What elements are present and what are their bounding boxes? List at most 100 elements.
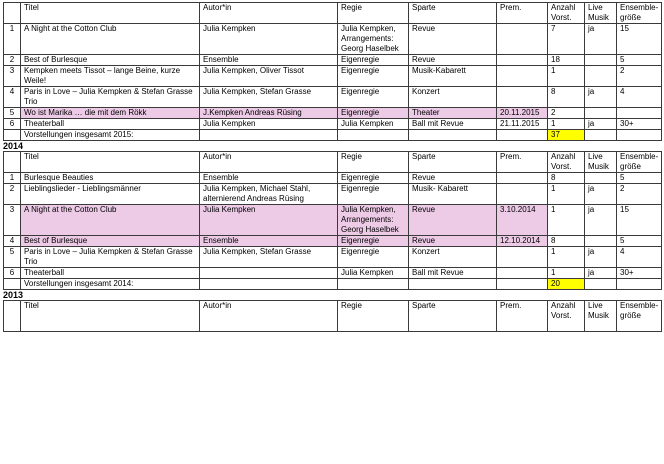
cell-live-musik: ja (584, 246, 617, 268)
cell-live-musik (584, 107, 617, 119)
section-2013: 2013 Titel Autor*in Regie Sparte Prem. Anzahl… (3, 290, 662, 332)
cell-autor-in (199, 129, 338, 141)
cell-anzahl-vorst: 8 (547, 172, 585, 184)
column-header-titel: Titel (20, 151, 200, 173)
cell-autor-in: Julia Kempken (199, 204, 338, 236)
cell-titel: A Night at the Cotton Club (20, 204, 200, 236)
table-row: 5 Wo ist Marika … die mit dem Rökk J.Kempk… (3, 107, 662, 119)
cell-col: 4 (3, 235, 21, 247)
cell-regie: Eigenregie (337, 246, 409, 268)
cell-live-musik (584, 129, 617, 141)
cell-sparte (408, 278, 497, 290)
column-header-live-musik: Live Musik (584, 300, 617, 332)
cell-col: 3 (3, 204, 21, 236)
cell-ensemble-größe (616, 129, 662, 141)
cell-prem (496, 246, 548, 268)
cell-titel: Paris in Love – Julia Kempken & Stefan G… (20, 246, 200, 268)
cell-autor-in: Julia Kempken (199, 23, 338, 55)
cell-prem (496, 129, 548, 141)
cell-anzahl-vorst: 37 (547, 129, 585, 141)
cell-col: 2 (3, 54, 21, 66)
cell-titel: Best of Burlesque (20, 54, 200, 66)
cell-anzahl-vorst: 1 (547, 183, 585, 205)
performances-table-2013: Titel Autor*in Regie Sparte Prem. Anzahl Vors… (3, 300, 662, 332)
cell-sparte: Ball mit Revue (408, 118, 497, 130)
performances-table-2015: Titel Autor*in Regie Sparte Prem. Anzahl Vors… (3, 2, 662, 141)
cell-titel: A Night at the Cotton Club (20, 23, 200, 55)
cell-titel: Best of Burlesque (20, 235, 200, 247)
cell-sparte: Konzert (408, 86, 497, 108)
cell-prem: 20.11.2015 (496, 107, 548, 119)
column-header-prem: Prem. (496, 151, 548, 173)
cell-col (3, 129, 21, 141)
column-header-col (3, 2, 21, 24)
cell-ensemble-größe (616, 107, 662, 119)
cell-col: 5 (3, 107, 21, 119)
cell-col: 6 (3, 267, 21, 279)
cell-titel: Vorstellungen insgesamt 2014: (20, 278, 200, 290)
column-header-regie: Regie (337, 2, 409, 24)
column-header-autor-in: Autor*in (199, 300, 338, 332)
cell-anzahl-vorst: 1 (547, 246, 585, 268)
column-header-col (3, 300, 21, 332)
cell-anzahl-vorst: 18 (547, 54, 585, 66)
document-page: Titel Autor*in Regie Sparte Prem. Anzahl Vors… (3, 2, 662, 332)
cell-prem (496, 86, 548, 108)
cell-prem (496, 172, 548, 184)
cell-autor-in: Julia Kempken (199, 118, 338, 130)
table-row: 6 Theaterball Julia Kempken Ball mit Revue 1… (3, 267, 662, 279)
cell-autor-in (199, 278, 338, 290)
cell-anzahl-vorst: 2 (547, 107, 585, 119)
column-header-anzahl-vorst: Anzahl Vorst. (547, 300, 585, 332)
cell-prem (496, 183, 548, 205)
cell-sparte: Revue (408, 23, 497, 55)
cell-anzahl-vorst: 1 (547, 118, 585, 130)
column-header-prem: Prem. (496, 2, 548, 24)
cell-prem (496, 23, 548, 55)
cell-live-musik: ja (584, 183, 617, 205)
column-header-anzahl-vorst: Anzahl Vorst. (547, 151, 585, 173)
cell-live-musik: ja (584, 267, 617, 279)
column-header-live-musik: Live Musik (584, 2, 617, 24)
column-header-ensemble-größe: Ensemble- größe (616, 151, 662, 173)
cell-ensemble-größe: 5 (616, 235, 662, 247)
cell-regie: Eigenregie (337, 107, 409, 119)
cell-autor-in: J.Kempken Andreas Rüsing (199, 107, 338, 119)
cell-live-musik (584, 65, 617, 87)
cell-sparte (408, 129, 497, 141)
cell-anzahl-vorst: 8 (547, 86, 585, 108)
cell-live-musik: ja (584, 86, 617, 108)
cell-autor-in: Ensemble (199, 235, 338, 247)
cell-anzahl-vorst: 1 (547, 267, 585, 279)
cell-regie: Eigenregie (337, 172, 409, 184)
cell-sparte: Konzert (408, 246, 497, 268)
column-header-ensemble-größe: Ensemble- größe (616, 2, 662, 24)
cell-sparte: Revue (408, 235, 497, 247)
cell-live-musik (584, 278, 617, 290)
cell-live-musik: ja (584, 23, 617, 55)
cell-live-musik: ja (584, 204, 617, 236)
cell-live-musik: ja (584, 118, 617, 130)
cell-sparte: Musik-Kabarett (408, 65, 497, 87)
cell-anzahl-vorst: 8 (547, 235, 585, 247)
cell-regie: Julia Kempken (337, 118, 409, 130)
column-header-sparte: Sparte (408, 2, 497, 24)
cell-regie: Eigenregie (337, 183, 409, 205)
table-row: 5 Paris in Love – Julia Kempken & Stefan … (3, 246, 662, 268)
table-row: 4 Paris in Love – Julia Kempken & Stefan … (3, 86, 662, 108)
cell-sparte: Revue (408, 172, 497, 184)
column-header-titel: Titel (20, 300, 200, 332)
cell-sparte: Revue (408, 54, 497, 66)
cell-prem: 12.10.2014 (496, 235, 548, 247)
cell-prem (496, 267, 548, 279)
cell-prem (496, 65, 548, 87)
cell-col: 3 (3, 65, 21, 87)
cell-col: 2 (3, 183, 21, 205)
cell-prem (496, 278, 548, 290)
cell-anzahl-vorst: 1 (547, 204, 585, 236)
year-heading-2014: 2014 (3, 141, 24, 151)
cell-autor-in: Julia Kempken, Michael Stahl, alterniere… (199, 183, 338, 205)
cell-titel: Theaterball (20, 267, 200, 279)
cell-regie: Eigenregie (337, 65, 409, 87)
